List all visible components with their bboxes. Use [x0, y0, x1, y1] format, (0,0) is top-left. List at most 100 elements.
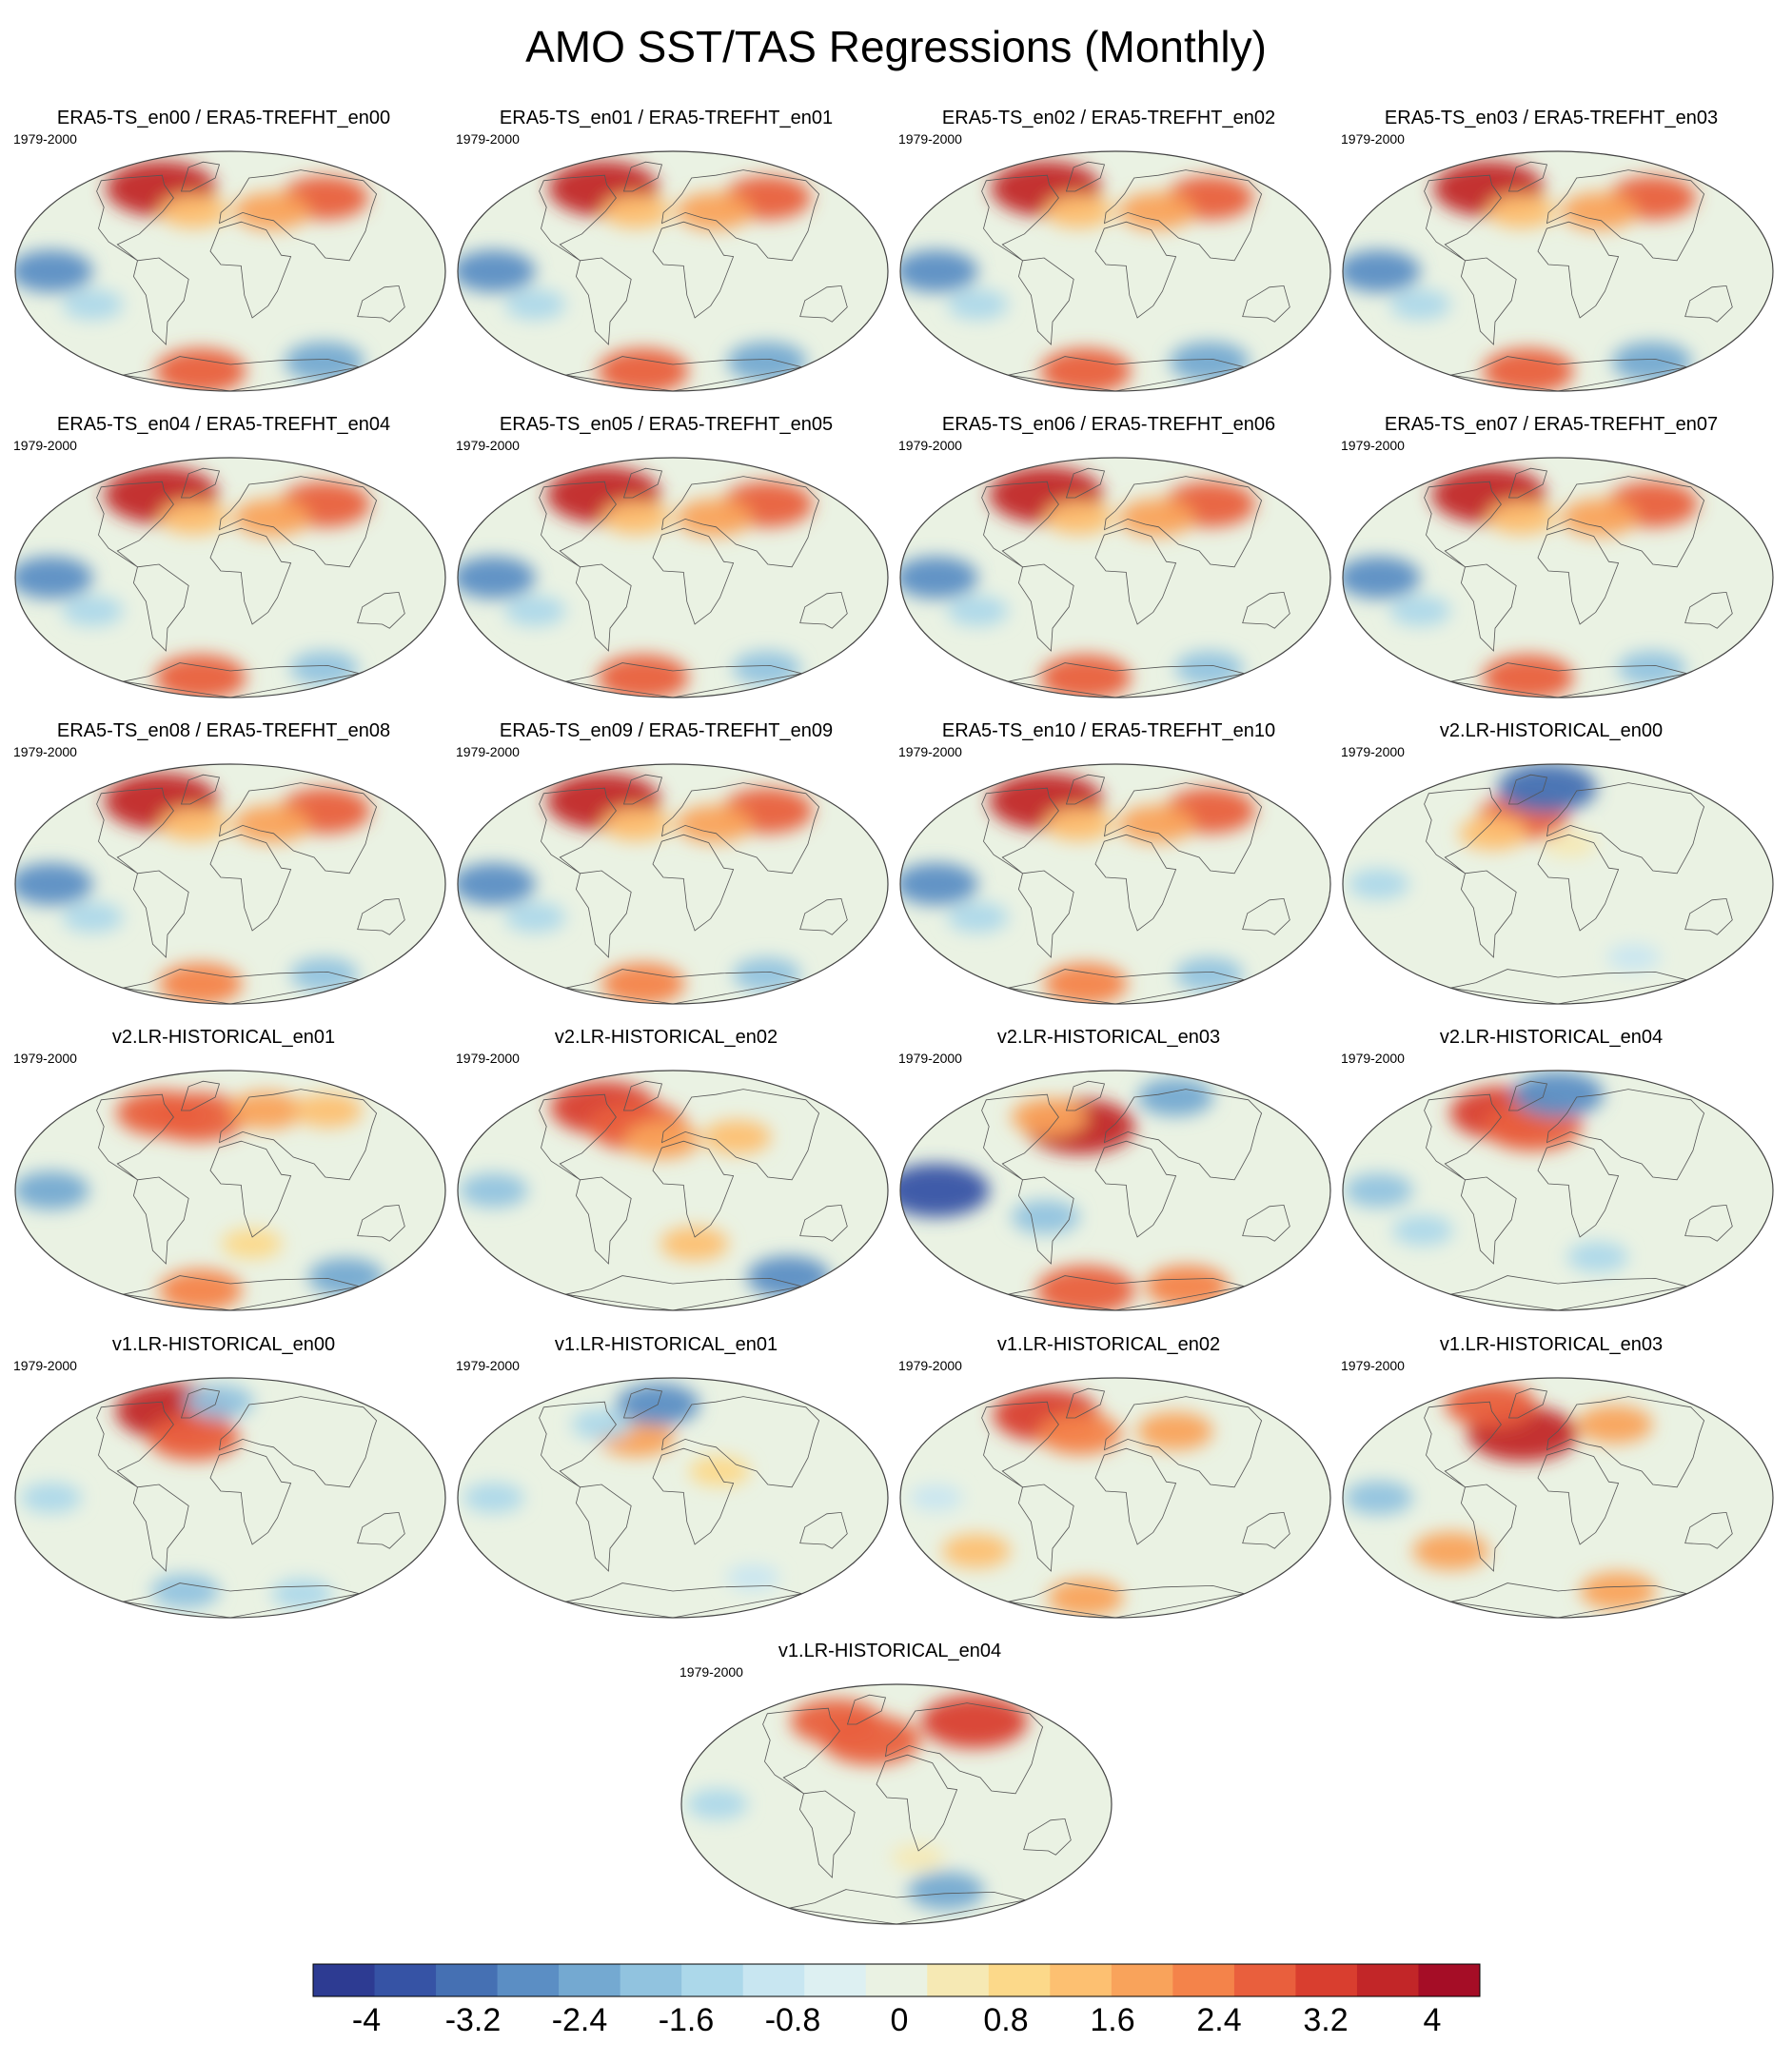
map-frame — [14, 1070, 446, 1311]
anomaly-blob — [1412, 1532, 1489, 1570]
coastline-north-america — [981, 787, 1059, 875]
coastline-africa — [876, 1754, 958, 1852]
coastline-australia — [1684, 591, 1733, 629]
map-panel: ERA5-TS_en07 / ERA5-TREFHT_en07 1979-2000 — [1328, 414, 1775, 699]
anomaly-blob — [150, 1574, 220, 1608]
colorbar-swatch — [988, 1964, 1051, 1996]
coastline-australia — [1242, 285, 1290, 323]
anomaly-blob — [1389, 596, 1451, 626]
anomaly-blob — [1606, 944, 1661, 971]
anomaly-blob — [293, 1093, 363, 1128]
panel-period-label: 1979-2000 — [898, 744, 962, 759]
coastline-africa — [652, 1447, 735, 1545]
coastline-north-america — [762, 1707, 840, 1795]
anomaly-blob — [221, 1229, 283, 1259]
anomaly-blob — [159, 194, 228, 228]
coastline-south-america — [1017, 1176, 1074, 1265]
map-frame — [1342, 150, 1774, 392]
anomaly-blob — [571, 1409, 633, 1440]
coastline-africa — [1094, 527, 1177, 625]
coastline-africa — [209, 1447, 292, 1545]
map-svg — [899, 763, 1331, 1005]
coastline-africa — [1537, 1447, 1620, 1545]
anomaly-blob — [821, 1715, 921, 1765]
anomaly-blob — [726, 1564, 780, 1591]
colorbar-swatch — [742, 1964, 805, 1996]
anomaly-blob — [601, 807, 671, 841]
coastline-eurasia — [1546, 1089, 1705, 1181]
anomaly-blob — [158, 1269, 243, 1310]
coastline-south-america — [1017, 870, 1074, 958]
anomaly-blob — [702, 1120, 772, 1154]
map-panel: ERA5-TS_en00 / ERA5-TREFHT_en00 1979-2000 — [0, 108, 447, 393]
coastline-north-america — [539, 481, 617, 568]
map-svg — [14, 457, 446, 698]
panel-title: v2.LR-HISTORICAL_en03 — [996, 1027, 1221, 1048]
map-frame — [457, 1070, 889, 1311]
panel-title: v2.LR-HISTORICAL_en01 — [111, 1027, 336, 1048]
anomaly-blob — [458, 250, 536, 292]
anomaly-blob — [1136, 1412, 1213, 1450]
coastline-australia — [1023, 1818, 1072, 1856]
map-frame — [1342, 763, 1774, 1005]
colorbar-swatch — [313, 1964, 376, 1996]
anomaly-blob — [1118, 499, 1195, 537]
figure-title: AMO SST/TAS Regressions (Monthly) — [525, 22, 1267, 71]
coastline-greenland — [180, 1387, 221, 1419]
coastline-africa — [1537, 834, 1620, 932]
panel-title: v1.LR-HISTORICAL_en02 — [996, 1334, 1221, 1355]
coastline-africa — [209, 1140, 292, 1238]
anomaly-blob — [891, 1844, 945, 1871]
coastline-australia — [799, 591, 848, 629]
coastline-antarctica — [123, 1582, 360, 1618]
anomaly-blob — [601, 963, 685, 1004]
colorbar-swatch — [804, 1964, 867, 1996]
coastline-antarctica — [123, 356, 360, 391]
map-frame — [457, 763, 889, 1005]
colorbar-frame — [312, 1963, 1481, 1997]
anomaly-blob — [1118, 805, 1195, 843]
map-svg — [457, 1070, 889, 1311]
coastline-eurasia — [219, 1396, 378, 1488]
panel-period-label: 1979-2000 — [13, 131, 77, 147]
coastline-antarctica — [1450, 662, 1687, 698]
anomaly-blob — [185, 1385, 254, 1420]
map-panel: ERA5-TS_en06 / ERA5-TREFHT_en06 1979-2000 — [885, 414, 1332, 699]
coastline-australia — [799, 897, 848, 935]
map-panel: v1.LR-HISTORICAL_en00 1979-2000 — [0, 1334, 447, 1620]
colorbar-swatch — [1418, 1964, 1481, 1996]
colorbar-swatch — [1356, 1964, 1419, 1996]
map-svg — [14, 150, 446, 392]
coastline-south-america — [575, 257, 632, 345]
panel-period-label: 1979-2000 — [456, 1358, 520, 1373]
coastline-eurasia — [219, 782, 378, 875]
colorbar-tick-label: 2.4 — [1196, 2002, 1242, 2038]
colorbar-swatch — [436, 1964, 499, 1996]
anomaly-blob — [920, 1695, 1028, 1749]
map-panel: ERA5-TS_en10 / ERA5-TREFHT_en10 1979-2000 — [885, 720, 1332, 1006]
coastline-eurasia — [1104, 169, 1263, 262]
panel-title: v2.LR-HISTORICAL_en00 — [1439, 720, 1664, 741]
coastline-antarctica — [565, 1582, 802, 1618]
coastline-antarctica — [123, 662, 360, 698]
anomaly-blob — [1039, 655, 1132, 698]
coastline-australia — [1684, 285, 1733, 323]
map-frame — [1342, 457, 1774, 698]
anomaly-blob — [15, 863, 93, 905]
coastline-eurasia — [661, 476, 820, 568]
coastline-south-america — [132, 563, 189, 652]
anomaly-blob — [1611, 342, 1692, 383]
colorbar-swatch — [497, 1964, 560, 1996]
anomaly-blob — [1580, 1572, 1657, 1610]
anomaly-blob — [1044, 501, 1113, 535]
coastline-greenland — [180, 467, 221, 499]
coastline-africa — [1537, 1140, 1620, 1238]
anomaly-blob — [1348, 869, 1409, 899]
anomaly-blob — [1011, 1200, 1080, 1234]
coastline-north-america — [539, 1093, 617, 1181]
panel-period-label: 1979-2000 — [13, 438, 77, 453]
anomaly-blob — [1343, 250, 1421, 292]
map-svg — [899, 150, 1331, 392]
coastline-eurasia — [1546, 476, 1705, 568]
panel-title: ERA5-TS_en08 / ERA5-TREFHT_en08 — [56, 720, 391, 741]
